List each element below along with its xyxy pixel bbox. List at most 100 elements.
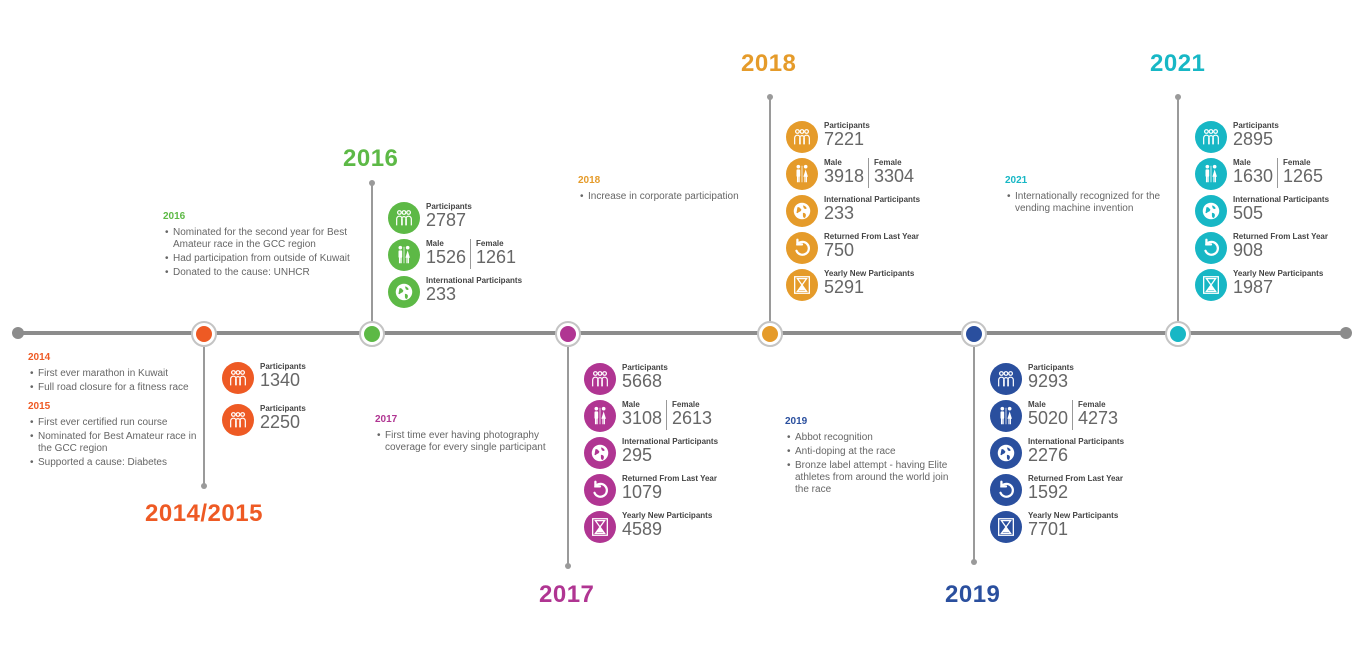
stat-value: 2613	[672, 408, 713, 428]
hourglass-icon	[990, 511, 1022, 543]
note-item: Bronze label attempt - having Elite athl…	[785, 460, 960, 496]
stat-value: 1340	[260, 370, 301, 390]
year-label-2014: 2014/2015	[145, 500, 263, 527]
stem-end-2019	[971, 559, 977, 565]
stat-value: 233	[426, 284, 457, 304]
globe-icon	[990, 437, 1022, 469]
group-icon	[222, 362, 254, 394]
note-title: 2017	[375, 414, 398, 425]
male-female-icon	[584, 400, 616, 432]
stat-value: 3108	[622, 408, 663, 428]
stat-male-female-2019: Male 5020 Female 4273	[990, 400, 1140, 432]
group-icon	[584, 363, 616, 395]
stat-label: Male	[1233, 158, 1251, 167]
note-title: 2019	[785, 416, 808, 427]
note-item: Full road closure for a fitness race	[28, 382, 198, 394]
stat-label: Female	[1078, 400, 1106, 409]
stat-label: Returned From Last Year	[1028, 474, 1123, 483]
stat-participants-2014: Participants 1340	[222, 362, 372, 394]
stat-label: Participants	[426, 202, 472, 211]
stat-value: 1592	[1028, 482, 1069, 502]
note-2014: 2014 First ever marathon in Kuwait Full r…	[28, 352, 198, 396]
note-item: Internationally recognized for the vendi…	[1005, 191, 1175, 215]
hourglass-icon	[1195, 269, 1227, 301]
stat-label: Participants	[1028, 363, 1074, 372]
stat-value: 1987	[1233, 277, 1274, 297]
stat-value: 7221	[824, 129, 865, 149]
divider	[1072, 400, 1073, 430]
stat-participants-2021: Participants 2895	[1195, 121, 1345, 153]
stat-label: International Participants	[824, 195, 921, 204]
stat-returned-2017: Returned From Last Year 1079	[584, 474, 734, 506]
stat-new-2018: Yearly New Participants 5291	[786, 269, 936, 301]
year-label-2018: 2018	[741, 50, 797, 77]
stat-value: 505	[1233, 203, 1264, 223]
stat-value: 5668	[622, 371, 663, 391]
stat-label: Yearly New Participants	[1233, 269, 1324, 278]
note-title: 2018	[578, 175, 601, 186]
stat-value: 1630	[1233, 166, 1274, 186]
node-2018	[757, 321, 783, 347]
stem-end-2021	[1175, 94, 1181, 100]
group-icon	[388, 202, 420, 234]
note-item: First time ever having photography cover…	[375, 430, 560, 454]
stat-value: 2787	[426, 210, 467, 230]
note-title: 2016	[163, 211, 186, 222]
stat-returned-2019: Returned From Last Year 1592	[990, 474, 1140, 506]
year-label-2017: 2017	[539, 581, 595, 608]
stat-international-2018: International Participants 233	[786, 195, 936, 227]
stat-returned-2021: Returned From Last Year 908	[1195, 232, 1345, 264]
hourglass-icon	[786, 269, 818, 301]
group-icon	[1195, 121, 1227, 153]
stat-male-female-2017: Male 3108 Female 2613	[584, 400, 734, 432]
stat-returned-2018: Returned From Last Year 750	[786, 232, 936, 264]
stat-label: Female	[672, 400, 700, 409]
return-icon	[1195, 232, 1227, 264]
note-2016: 2016 Nominated for the second year for B…	[163, 211, 363, 281]
divider	[470, 239, 471, 269]
stem-end-2017	[565, 563, 571, 569]
stat-value: 5291	[824, 277, 865, 297]
stat-value: 3304	[874, 166, 915, 186]
stat-value: 750	[824, 240, 855, 260]
note-item: Nominated for the second year for Best A…	[163, 227, 363, 251]
stat-label: Participants	[260, 404, 306, 413]
stat-value: 1265	[1283, 166, 1324, 186]
stat-value: 1079	[622, 482, 663, 502]
male-female-icon	[388, 239, 420, 271]
stat-international-2016: International Participants 233	[388, 276, 538, 308]
stat-value: 295	[622, 445, 653, 465]
stat-value: 4273	[1078, 408, 1119, 428]
group-icon	[222, 404, 254, 436]
group-icon	[990, 363, 1022, 395]
stat-label: Yearly New Participants	[824, 269, 915, 278]
stat-value: 233	[824, 203, 855, 223]
globe-icon	[584, 437, 616, 469]
stat-participants-2015: Participants 2250	[222, 404, 372, 436]
stat-label: Male	[824, 158, 842, 167]
stem-2021	[1177, 96, 1179, 322]
stat-label: Yearly New Participants	[622, 511, 713, 520]
note-2017: 2017 First time ever having photography …	[375, 414, 560, 456]
stat-label: Participants	[824, 121, 870, 130]
stat-label: Male	[426, 239, 444, 248]
note-title: 2015	[28, 401, 51, 412]
note-item: Nominated for Best Amateur race in the G…	[28, 431, 198, 455]
stat-value: 9293	[1028, 371, 1069, 391]
node-2014	[191, 321, 217, 347]
divider	[1277, 158, 1278, 188]
stat-label: Female	[476, 239, 504, 248]
stat-male-female-2018: Male 3918 Female 3304	[786, 158, 936, 190]
stat-new-2019: Yearly New Participants 7701	[990, 511, 1140, 543]
note-item: First ever certified run course	[28, 417, 198, 429]
stat-value: 5020	[1028, 408, 1069, 428]
stat-label: Male	[1028, 400, 1046, 409]
stat-value: 908	[1233, 240, 1264, 260]
note-title: 2021	[1005, 175, 1028, 186]
stat-new-2021: Yearly New Participants 1987	[1195, 269, 1345, 301]
note-2015: 2015 First ever certified run course Nomi…	[28, 401, 198, 471]
globe-icon	[1195, 195, 1227, 227]
note-2019: 2019 Abbot recognition Anti-doping at the…	[785, 416, 960, 498]
note-item: Had participation from outside of Kuwait	[163, 253, 363, 265]
stat-international-2021: International Participants 505	[1195, 195, 1345, 227]
